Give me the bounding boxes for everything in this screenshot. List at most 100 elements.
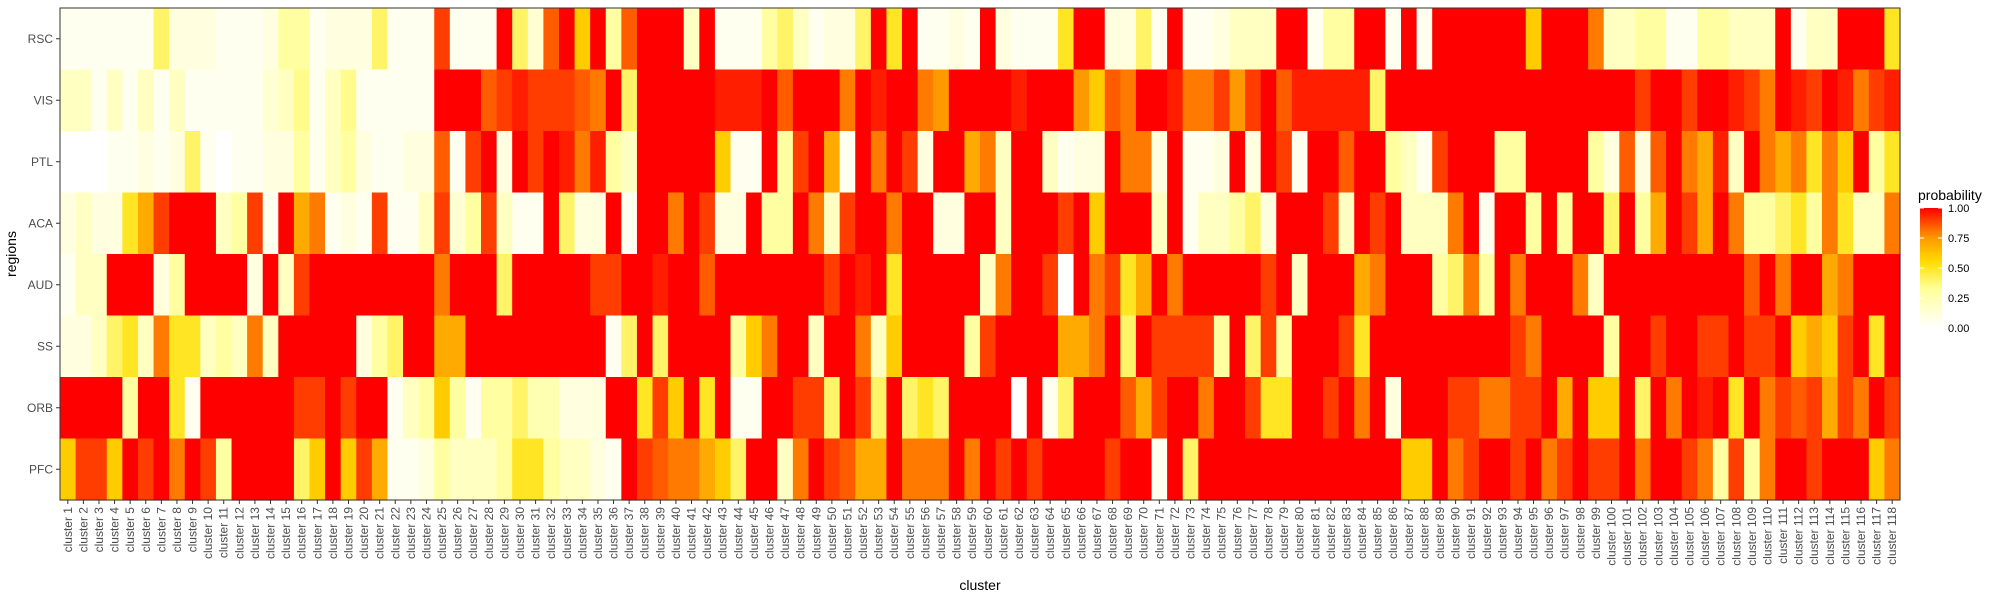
heatmap-cell: [792, 131, 810, 194]
x-tick-label: cluster 11: [217, 507, 231, 558]
heatmap-cell: [1634, 192, 1652, 255]
y-tick-label: RSC: [28, 32, 54, 46]
heatmap-cell: [699, 192, 716, 255]
heatmap-cell: [106, 8, 123, 71]
heatmap-cell: [761, 192, 778, 255]
heatmap-cell: [668, 192, 685, 255]
heatmap-cell: [995, 438, 1012, 501]
heatmap-cell: [761, 377, 778, 440]
heatmap-cell: [1712, 131, 1730, 194]
heatmap-cell: [1291, 8, 1309, 71]
heatmap-cell: [1026, 131, 1043, 194]
heatmap-cell: [1447, 192, 1464, 255]
heatmap-cell: [1307, 377, 1324, 440]
heatmap-cell: [808, 438, 825, 501]
heatmap-cell: [1744, 377, 1761, 440]
heatmap-cell: [948, 8, 965, 71]
heatmap-cell: [1666, 254, 1683, 317]
heatmap-cell: [558, 192, 576, 255]
heatmap-cell: [231, 438, 248, 501]
heatmap-cell: [1135, 192, 1153, 255]
heatmap-cell: [1681, 315, 1698, 378]
heatmap-cell: [1744, 315, 1761, 378]
heatmap-cell: [215, 192, 233, 255]
heatmap-cell: [1541, 377, 1558, 440]
heatmap-cell: [1697, 315, 1714, 378]
heatmap-cell: [1884, 315, 1901, 378]
heatmap-cell: [122, 69, 139, 132]
heatmap-cell: [1198, 8, 1215, 71]
heatmap-cell: [777, 254, 794, 317]
heatmap-cell: [1666, 315, 1683, 378]
heatmap-cell: [169, 8, 186, 71]
heatmap-cell: [792, 192, 810, 255]
heatmap-cell: [995, 315, 1012, 378]
heatmap-cell: [574, 131, 591, 194]
heatmap-cell: [636, 69, 654, 132]
heatmap-cell: [184, 192, 201, 255]
heatmap-cell: [1354, 131, 1371, 194]
heatmap-cell: [434, 254, 451, 317]
heatmap-cell: [91, 131, 108, 194]
heatmap-cell: [1806, 131, 1823, 194]
heatmap-cell: [325, 8, 342, 71]
heatmap-cell: [1806, 438, 1823, 501]
heatmap-cell: [543, 131, 560, 194]
x-tick-label: cluster 31: [529, 507, 543, 559]
heatmap-cell: [356, 69, 373, 132]
heatmap-cell: [1463, 315, 1480, 378]
heatmap-cell: [590, 131, 607, 194]
heatmap-cell: [356, 377, 373, 440]
heatmap-cell: [1073, 131, 1090, 194]
heatmap-cell: [683, 69, 700, 132]
heatmap-cell: [668, 315, 685, 378]
heatmap-cell: [1323, 315, 1340, 378]
heatmap-cell: [590, 192, 607, 255]
heatmap-cell: [1759, 8, 1776, 71]
x-tick-label: cluster 65: [1059, 507, 1073, 559]
heatmap-cell: [933, 377, 950, 440]
heatmap-cell: [855, 131, 872, 194]
heatmap-cell: [1884, 8, 1901, 71]
heatmap-cell: [1089, 69, 1106, 132]
heatmap-cell: [200, 192, 217, 255]
heatmap-cell: [964, 8, 981, 71]
heatmap-cell: [574, 377, 591, 440]
heatmap-cell: [418, 131, 435, 194]
heatmap-cell: [1619, 438, 1636, 501]
heatmap-cell: [262, 69, 279, 132]
x-tick-label: cluster 104: [1667, 507, 1681, 566]
heatmap-cell: [1182, 254, 1199, 317]
heatmap-cell: [1307, 69, 1324, 132]
heatmap-cell: [1213, 377, 1231, 440]
x-tick-label: cluster 46: [762, 507, 776, 559]
heatmap-cell: [746, 192, 763, 255]
heatmap-cell: [995, 69, 1012, 132]
heatmap-cell: [231, 254, 248, 317]
heatmap-cell: [652, 69, 669, 132]
heatmap-cell: [325, 69, 342, 132]
x-tick-label: cluster 92: [1480, 507, 1494, 559]
heatmap-cell: [652, 315, 669, 378]
heatmap-cell: [917, 254, 934, 317]
heatmap-cell: [730, 131, 747, 194]
heatmap-cell: [1712, 8, 1730, 71]
x-tick-label: cluster 33: [560, 507, 574, 559]
heatmap-cell: [558, 438, 576, 501]
heatmap-cell: [247, 192, 264, 255]
x-tick-label: cluster 19: [341, 507, 355, 559]
heatmap-cell: [543, 192, 560, 255]
heatmap-cell: [1401, 131, 1418, 194]
heatmap-cell: [621, 192, 638, 255]
heatmap-cell: [184, 8, 201, 71]
heatmap-cell: [1307, 8, 1324, 71]
heatmap-cell: [590, 8, 607, 71]
heatmap-cell: [231, 69, 248, 132]
x-tick-label: cluster 64: [1043, 507, 1057, 559]
heatmap-cell: [418, 315, 435, 378]
heatmap-cell: [1151, 438, 1168, 501]
x-tick-label: cluster 110: [1760, 507, 1774, 565]
heatmap-cell: [964, 254, 981, 317]
heatmap-cell: [1697, 377, 1714, 440]
heatmap-cell: [1650, 438, 1667, 501]
